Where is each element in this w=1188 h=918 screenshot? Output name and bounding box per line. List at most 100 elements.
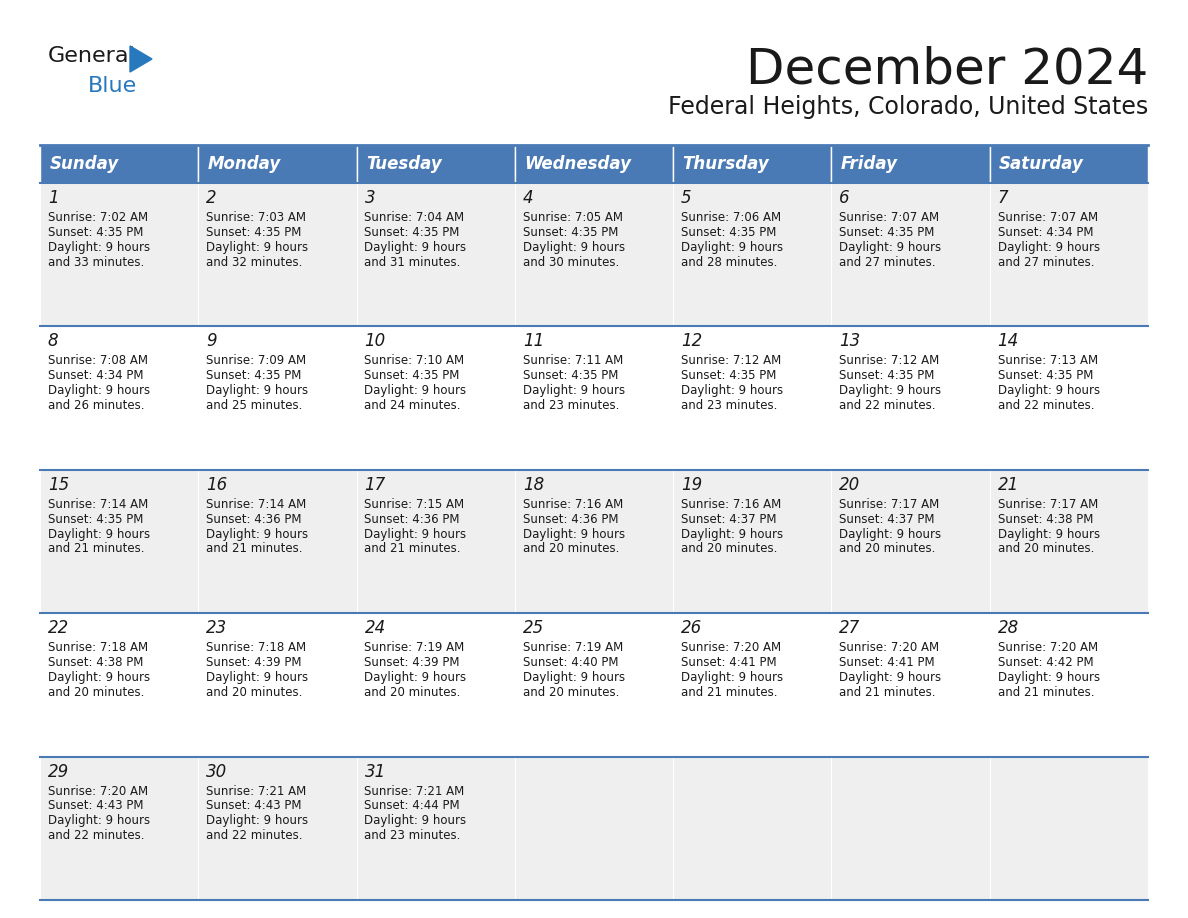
Text: Daylight: 9 hours: Daylight: 9 hours [365, 384, 467, 397]
Text: Daylight: 9 hours: Daylight: 9 hours [840, 671, 941, 684]
Text: 10: 10 [365, 332, 386, 351]
Text: Sunset: 4:35 PM: Sunset: 4:35 PM [523, 369, 618, 382]
Text: Sunset: 4:43 PM: Sunset: 4:43 PM [207, 800, 302, 812]
Text: Sunrise: 7:20 AM: Sunrise: 7:20 AM [998, 641, 1098, 655]
Text: Sunrise: 7:04 AM: Sunrise: 7:04 AM [365, 211, 465, 224]
Bar [514, 183, 674, 327]
Bar [40, 327, 198, 470]
Text: Sunrise: 7:16 AM: Sunrise: 7:16 AM [681, 498, 782, 510]
Text: 28: 28 [998, 620, 1019, 637]
Text: Sunset: 4:35 PM: Sunset: 4:35 PM [681, 226, 777, 239]
Text: Sunrise: 7:20 AM: Sunrise: 7:20 AM [681, 641, 782, 655]
Text: 26: 26 [681, 620, 702, 637]
Text: Daylight: 9 hours: Daylight: 9 hours [365, 241, 467, 253]
Text: Daylight: 9 hours: Daylight: 9 hours [681, 528, 783, 541]
Bar [674, 470, 832, 613]
Text: Sunset: 4:39 PM: Sunset: 4:39 PM [365, 656, 460, 669]
Bar [990, 183, 1148, 327]
Text: Sunrise: 7:12 AM: Sunrise: 7:12 AM [840, 354, 940, 367]
Text: Sunset: 4:35 PM: Sunset: 4:35 PM [207, 369, 302, 382]
Text: Sunset: 4:38 PM: Sunset: 4:38 PM [998, 512, 1093, 526]
Text: Sunrise: 7:19 AM: Sunrise: 7:19 AM [523, 641, 623, 655]
Text: Sunrise: 7:17 AM: Sunrise: 7:17 AM [840, 498, 940, 510]
Text: and 25 minutes.: and 25 minutes. [207, 399, 303, 412]
Text: Daylight: 9 hours: Daylight: 9 hours [998, 671, 1100, 684]
Text: and 22 minutes.: and 22 minutes. [48, 829, 145, 842]
Text: and 20 minutes.: and 20 minutes. [365, 686, 461, 699]
Text: 25: 25 [523, 620, 544, 637]
Text: 20: 20 [840, 476, 860, 494]
Text: December 2024: December 2024 [746, 45, 1148, 93]
Text: 4: 4 [523, 189, 533, 207]
Text: Sunrise: 7:09 AM: Sunrise: 7:09 AM [207, 354, 307, 367]
Text: and 21 minutes.: and 21 minutes. [998, 686, 1094, 699]
Text: Sunrise: 7:21 AM: Sunrise: 7:21 AM [365, 785, 465, 798]
Text: Sunrise: 7:12 AM: Sunrise: 7:12 AM [681, 354, 782, 367]
Text: 23: 23 [207, 620, 227, 637]
Bar [990, 327, 1148, 470]
Text: and 21 minutes.: and 21 minutes. [365, 543, 461, 555]
Text: Daylight: 9 hours: Daylight: 9 hours [48, 528, 150, 541]
Text: General: General [48, 46, 135, 66]
Text: Blue: Blue [88, 76, 138, 96]
Text: Daylight: 9 hours: Daylight: 9 hours [840, 384, 941, 397]
Text: Saturday: Saturday [999, 155, 1085, 173]
Bar [674, 613, 832, 756]
Bar [674, 145, 832, 183]
Text: and 22 minutes.: and 22 minutes. [207, 829, 303, 842]
Text: Sunset: 4:39 PM: Sunset: 4:39 PM [207, 656, 302, 669]
Text: 1: 1 [48, 189, 58, 207]
Text: and 21 minutes.: and 21 minutes. [681, 686, 778, 699]
Text: Daylight: 9 hours: Daylight: 9 hours [365, 671, 467, 684]
Text: and 32 minutes.: and 32 minutes. [207, 255, 303, 269]
Text: Monday: Monday [208, 155, 282, 173]
Text: Sunset: 4:37 PM: Sunset: 4:37 PM [681, 512, 777, 526]
Text: 18: 18 [523, 476, 544, 494]
Text: 22: 22 [48, 620, 69, 637]
Text: Daylight: 9 hours: Daylight: 9 hours [207, 384, 309, 397]
Text: Daylight: 9 hours: Daylight: 9 hours [365, 814, 467, 827]
Text: Sunrise: 7:11 AM: Sunrise: 7:11 AM [523, 354, 623, 367]
Bar [674, 327, 832, 470]
Text: Sunrise: 7:14 AM: Sunrise: 7:14 AM [207, 498, 307, 510]
Text: Daylight: 9 hours: Daylight: 9 hours [681, 671, 783, 684]
Text: Daylight: 9 hours: Daylight: 9 hours [523, 528, 625, 541]
Text: Daylight: 9 hours: Daylight: 9 hours [840, 528, 941, 541]
Text: Daylight: 9 hours: Daylight: 9 hours [523, 384, 625, 397]
Text: and 20 minutes.: and 20 minutes. [523, 686, 619, 699]
Text: Sunset: 4:34 PM: Sunset: 4:34 PM [48, 369, 144, 382]
Text: Sunrise: 7:20 AM: Sunrise: 7:20 AM [48, 785, 148, 798]
Text: Sunset: 4:42 PM: Sunset: 4:42 PM [998, 656, 1093, 669]
Text: and 20 minutes.: and 20 minutes. [681, 543, 777, 555]
Bar [40, 145, 198, 183]
Bar [198, 183, 356, 327]
Text: Daylight: 9 hours: Daylight: 9 hours [998, 528, 1100, 541]
Text: 13: 13 [840, 332, 860, 351]
Bar [514, 613, 674, 756]
Bar [514, 470, 674, 613]
Bar [514, 327, 674, 470]
Bar [356, 613, 514, 756]
Text: Sunrise: 7:20 AM: Sunrise: 7:20 AM [840, 641, 940, 655]
Text: 5: 5 [681, 189, 691, 207]
Text: and 22 minutes.: and 22 minutes. [840, 399, 936, 412]
Bar [674, 183, 832, 327]
Text: Sunrise: 7:10 AM: Sunrise: 7:10 AM [365, 354, 465, 367]
Text: 27: 27 [840, 620, 860, 637]
Text: Sunrise: 7:06 AM: Sunrise: 7:06 AM [681, 211, 782, 224]
Text: Sunset: 4:35 PM: Sunset: 4:35 PM [998, 369, 1093, 382]
Bar [198, 613, 356, 756]
Text: 3: 3 [365, 189, 375, 207]
Text: Sunset: 4:35 PM: Sunset: 4:35 PM [523, 226, 618, 239]
Text: Sunrise: 7:05 AM: Sunrise: 7:05 AM [523, 211, 623, 224]
Text: Sunset: 4:36 PM: Sunset: 4:36 PM [207, 512, 302, 526]
Text: Daylight: 9 hours: Daylight: 9 hours [998, 241, 1100, 253]
Text: Sunset: 4:35 PM: Sunset: 4:35 PM [681, 369, 777, 382]
Text: Sunset: 4:36 PM: Sunset: 4:36 PM [523, 512, 618, 526]
Text: Sunset: 4:35 PM: Sunset: 4:35 PM [48, 512, 144, 526]
Text: Daylight: 9 hours: Daylight: 9 hours [207, 814, 309, 827]
Bar [990, 470, 1148, 613]
Text: 9: 9 [207, 332, 217, 351]
Text: Sunrise: 7:13 AM: Sunrise: 7:13 AM [998, 354, 1098, 367]
Text: Daylight: 9 hours: Daylight: 9 hours [207, 241, 309, 253]
